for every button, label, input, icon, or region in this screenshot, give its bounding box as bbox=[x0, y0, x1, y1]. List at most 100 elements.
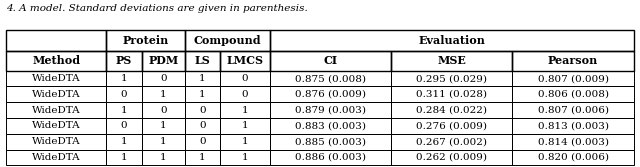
Bar bbox=[142, 134, 184, 150]
Bar bbox=[391, 51, 513, 71]
Text: 0.267 (0.002): 0.267 (0.002) bbox=[417, 137, 487, 146]
Bar bbox=[220, 134, 270, 150]
Text: 0: 0 bbox=[160, 106, 166, 115]
Bar bbox=[391, 150, 513, 165]
Bar bbox=[220, 150, 270, 165]
Bar bbox=[142, 51, 184, 71]
Text: MSE: MSE bbox=[437, 55, 467, 66]
Bar bbox=[270, 118, 391, 134]
Bar bbox=[184, 134, 220, 150]
Bar bbox=[184, 51, 220, 71]
Bar bbox=[184, 118, 220, 134]
Text: 0.807 (0.006): 0.807 (0.006) bbox=[538, 106, 609, 115]
Bar bbox=[106, 118, 142, 134]
Text: 1: 1 bbox=[121, 74, 127, 83]
Text: 0.276 (0.009): 0.276 (0.009) bbox=[417, 121, 487, 130]
Text: CI: CI bbox=[324, 55, 338, 66]
Bar bbox=[220, 71, 270, 87]
Text: PS: PS bbox=[116, 55, 132, 66]
Bar bbox=[184, 102, 220, 118]
Bar bbox=[142, 71, 184, 87]
Bar bbox=[106, 150, 142, 165]
Bar bbox=[513, 86, 634, 102]
Bar bbox=[6, 102, 106, 118]
Text: 0: 0 bbox=[242, 90, 248, 99]
Text: Protein: Protein bbox=[122, 35, 168, 46]
Bar bbox=[270, 51, 391, 71]
Bar bbox=[513, 118, 634, 134]
Bar bbox=[142, 102, 184, 118]
Bar bbox=[270, 86, 391, 102]
Text: Method: Method bbox=[32, 55, 81, 66]
Text: 1: 1 bbox=[242, 106, 248, 115]
Text: 0.885 (0.003): 0.885 (0.003) bbox=[295, 137, 366, 146]
Bar bbox=[270, 150, 391, 165]
Bar bbox=[106, 51, 142, 71]
Bar bbox=[513, 150, 634, 165]
Bar bbox=[106, 134, 142, 150]
Bar bbox=[106, 71, 142, 87]
Text: 0.820 (0.006): 0.820 (0.006) bbox=[538, 153, 609, 162]
Text: 1: 1 bbox=[242, 121, 248, 130]
Bar bbox=[270, 71, 391, 87]
Text: 1: 1 bbox=[242, 137, 248, 146]
Text: 0.814 (0.003): 0.814 (0.003) bbox=[538, 137, 609, 146]
Bar bbox=[142, 118, 184, 134]
Text: 0: 0 bbox=[199, 137, 205, 146]
Text: 1: 1 bbox=[160, 153, 166, 162]
Bar bbox=[513, 134, 634, 150]
Text: 0.806 (0.008): 0.806 (0.008) bbox=[538, 90, 609, 99]
Bar bbox=[220, 102, 270, 118]
Bar bbox=[6, 118, 106, 134]
Text: WideDTA: WideDTA bbox=[32, 153, 81, 162]
Text: 0.295 (0.029): 0.295 (0.029) bbox=[417, 74, 487, 83]
Text: 1: 1 bbox=[242, 153, 248, 162]
Text: WideDTA: WideDTA bbox=[32, 106, 81, 115]
Text: WideDTA: WideDTA bbox=[32, 74, 81, 83]
Bar bbox=[184, 71, 220, 87]
Text: 0: 0 bbox=[121, 121, 127, 130]
Bar bbox=[6, 134, 106, 150]
Bar bbox=[391, 86, 513, 102]
Text: 0: 0 bbox=[160, 74, 166, 83]
Text: 1: 1 bbox=[160, 90, 166, 99]
Bar bbox=[6, 150, 106, 165]
Text: 1: 1 bbox=[199, 90, 205, 99]
Bar bbox=[270, 102, 391, 118]
Text: 0.876 (0.009): 0.876 (0.009) bbox=[295, 90, 366, 99]
Bar bbox=[391, 134, 513, 150]
Text: 1: 1 bbox=[121, 137, 127, 146]
Text: 1: 1 bbox=[121, 106, 127, 115]
Bar bbox=[184, 30, 270, 51]
Bar bbox=[6, 51, 106, 71]
Bar bbox=[142, 86, 184, 102]
Text: 1: 1 bbox=[160, 137, 166, 146]
Bar bbox=[391, 118, 513, 134]
Bar bbox=[184, 150, 220, 165]
Text: Pearson: Pearson bbox=[548, 55, 598, 66]
Text: 0.807 (0.009): 0.807 (0.009) bbox=[538, 74, 609, 83]
Bar bbox=[106, 86, 142, 102]
Bar bbox=[6, 71, 106, 87]
Text: 0.813 (0.003): 0.813 (0.003) bbox=[538, 121, 609, 130]
Text: 0.883 (0.003): 0.883 (0.003) bbox=[295, 121, 366, 130]
Text: 0.284 (0.022): 0.284 (0.022) bbox=[417, 106, 487, 115]
Bar bbox=[513, 102, 634, 118]
Bar bbox=[391, 71, 513, 87]
Text: PDM: PDM bbox=[148, 55, 179, 66]
Bar bbox=[6, 30, 106, 51]
Text: 0.879 (0.003): 0.879 (0.003) bbox=[295, 106, 366, 115]
Text: 4. A model. Standard deviations are given in parenthesis.: 4. A model. Standard deviations are give… bbox=[6, 4, 308, 13]
Text: Compound: Compound bbox=[193, 35, 261, 46]
Bar bbox=[220, 86, 270, 102]
Bar bbox=[106, 102, 142, 118]
Text: 0: 0 bbox=[199, 121, 205, 130]
Text: 1: 1 bbox=[199, 153, 205, 162]
Text: LS: LS bbox=[195, 55, 211, 66]
Bar bbox=[142, 150, 184, 165]
Bar bbox=[513, 51, 634, 71]
Bar bbox=[220, 118, 270, 134]
Text: 1: 1 bbox=[121, 153, 127, 162]
Text: WideDTA: WideDTA bbox=[32, 137, 81, 146]
Bar bbox=[270, 134, 391, 150]
